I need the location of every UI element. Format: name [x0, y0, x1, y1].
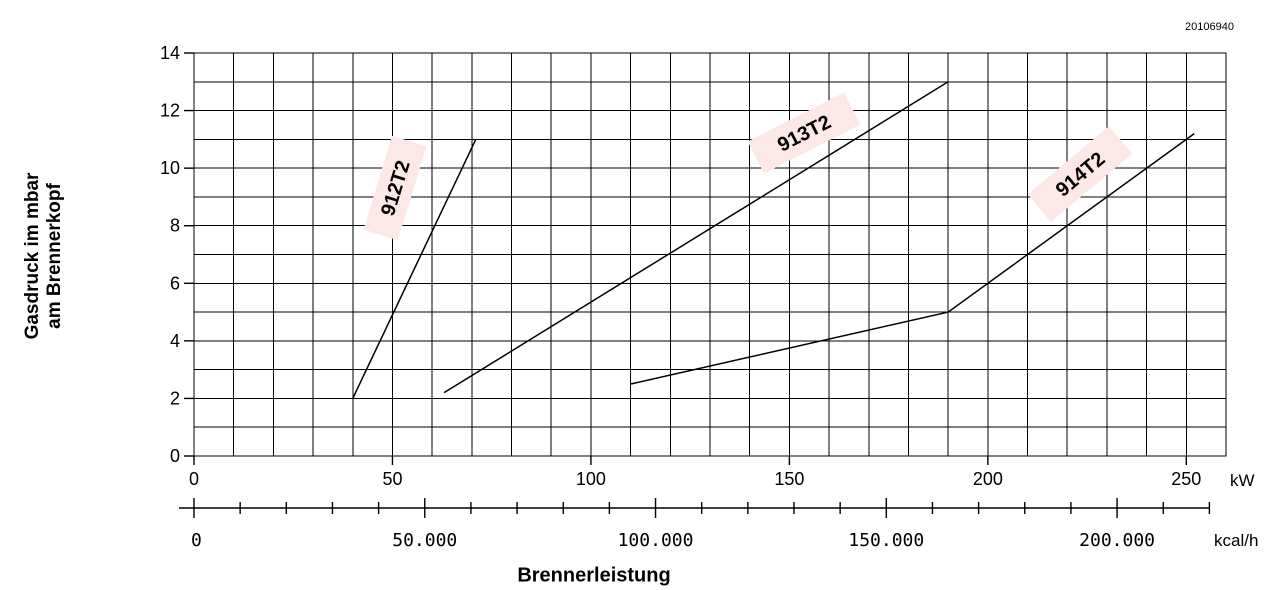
kcal-tick-label: 0: [191, 530, 202, 551]
series-lines: [352, 81, 1195, 399]
y-tick-label: 4: [170, 331, 180, 351]
series-label-912t2: 912T2: [363, 135, 427, 241]
document-id: 20106940: [1185, 21, 1234, 33]
y-tick-label: 6: [170, 273, 180, 293]
grid: [194, 53, 1226, 456]
series-label-914t2: 914T2: [1027, 126, 1133, 222]
series-label-bg: [363, 135, 427, 241]
x-unit-kcal: kcal/h: [1214, 531, 1258, 550]
kcal-tick-label: 100.000: [618, 530, 694, 551]
series-line-913t2: [443, 81, 949, 394]
y-axis-ticks: 0 2 4 6 8 10 12 14: [160, 43, 194, 466]
series-line-914t2: [630, 132, 1195, 385]
kcal-tick-label: 200.000: [1079, 530, 1155, 551]
x-unit-kw: kW: [1230, 471, 1255, 490]
x-axis-kcal: 0 50.000 100.000 150.000 200.000 kcal/h: [179, 498, 1258, 551]
series-labels: 912T2 913T2 914T2: [363, 92, 1133, 241]
x-tick-label: 50: [382, 469, 402, 489]
y-tick-label: 10: [160, 158, 180, 178]
kcal-tick-label: 50.000: [392, 530, 457, 551]
y-tick-label: 0: [170, 446, 180, 466]
x-axis-title: Brennerleistung: [517, 564, 671, 587]
series-label-bg: [747, 92, 861, 174]
x-tick-label: 0: [189, 469, 199, 489]
x-tick-label: 150: [774, 469, 804, 489]
series-line-912t2: [352, 139, 477, 399]
series-label-913t2: 913T2: [747, 92, 861, 174]
x-tick-label: 100: [576, 469, 606, 489]
x-tick-label: 200: [973, 469, 1003, 489]
y-tick-label: 14: [160, 43, 180, 63]
x-tick-label: 250: [1171, 469, 1201, 489]
x-axis-kw: 0 50 100 150 200 250 kW: [189, 456, 1255, 490]
plot-frame: [193, 52, 1227, 457]
y-tick-label: 12: [160, 101, 180, 121]
series-label-bg: [1027, 126, 1133, 222]
y-tick-label: 8: [170, 216, 180, 236]
y-tick-label: 2: [170, 388, 180, 408]
kcal-tick-label: 150.000: [848, 530, 924, 551]
